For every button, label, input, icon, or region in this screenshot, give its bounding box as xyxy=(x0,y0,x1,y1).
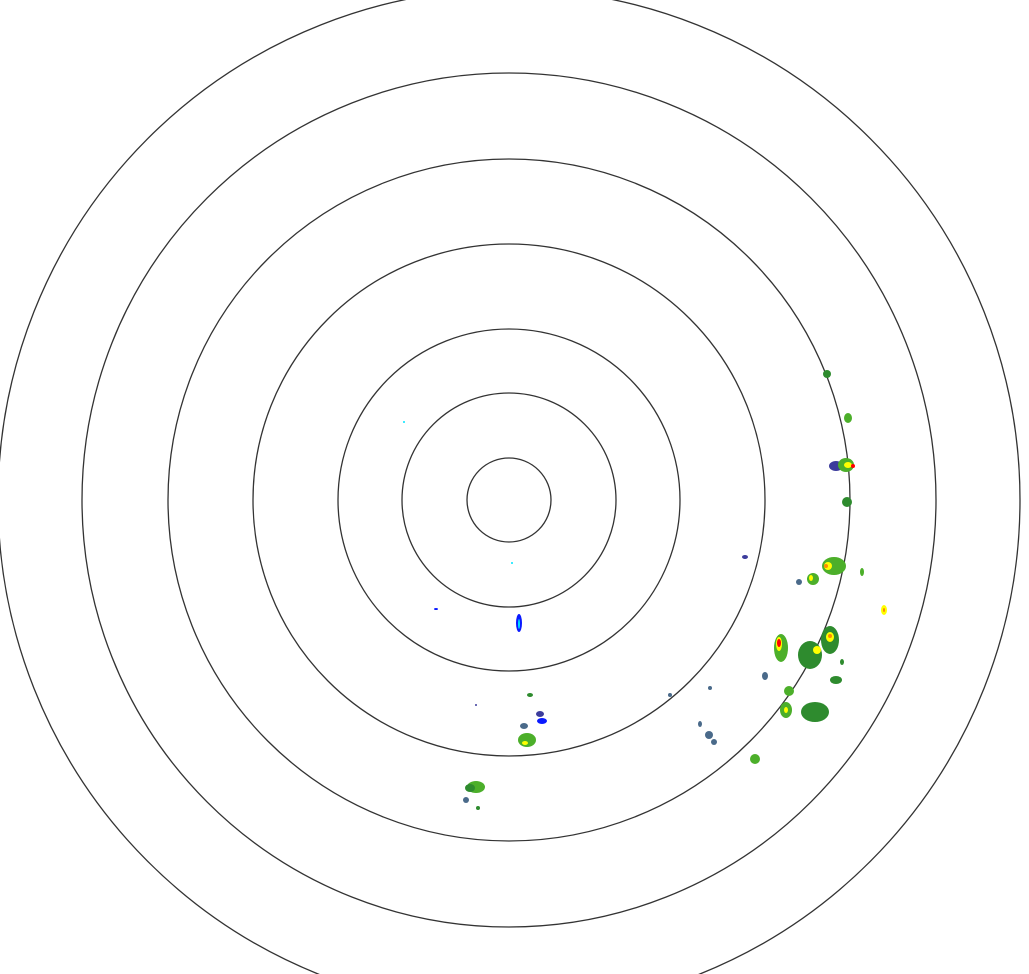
echo-cell xyxy=(844,462,852,468)
echo-cell xyxy=(522,741,528,745)
echo-cell xyxy=(711,739,717,745)
echo-cell xyxy=(434,608,438,610)
range-ring-4 xyxy=(252,243,766,757)
echo-cell xyxy=(708,686,712,690)
echo-cell xyxy=(784,686,794,696)
echo-cell xyxy=(520,723,528,729)
echo-cell xyxy=(762,672,768,680)
range-ring-5 xyxy=(167,158,851,842)
echo-cell xyxy=(807,573,819,585)
echo-cell xyxy=(842,497,852,507)
echo-cell xyxy=(463,797,469,803)
echo-cell xyxy=(476,806,480,810)
echo-cell xyxy=(796,579,802,585)
echo-cell xyxy=(750,754,760,764)
echo-cell xyxy=(798,641,822,669)
echo-cell xyxy=(830,676,842,684)
echo-cell xyxy=(824,564,828,568)
echo-cell xyxy=(851,464,855,468)
echo-cell xyxy=(742,555,748,559)
echo-cell xyxy=(784,707,788,713)
range-ring-3 xyxy=(337,328,681,672)
range-ring-2 xyxy=(401,392,617,608)
echo-cell xyxy=(705,731,713,739)
echo-cell xyxy=(518,619,520,629)
echo-cell xyxy=(536,711,544,717)
echo-cell xyxy=(822,557,846,575)
echo-cell xyxy=(475,704,477,706)
echo-cell xyxy=(801,702,829,722)
echo-cell xyxy=(828,634,832,638)
echo-cell xyxy=(883,608,885,612)
echo-cell xyxy=(465,784,475,792)
echo-cell xyxy=(860,568,864,576)
echo-cell xyxy=(809,575,813,581)
echo-cell xyxy=(511,562,513,564)
echo-cell xyxy=(527,693,533,697)
range-ring-1 xyxy=(466,457,552,543)
range-ring-6 xyxy=(81,72,937,928)
echo-cell xyxy=(518,733,536,747)
echo-cell xyxy=(777,639,781,647)
echo-cell xyxy=(844,413,852,423)
echo-cell xyxy=(823,370,831,378)
echo-cell xyxy=(698,721,702,727)
echo-cell xyxy=(537,718,547,724)
precipitation-echoes xyxy=(403,370,887,810)
echo-cell xyxy=(403,421,405,423)
echo-cell xyxy=(840,659,844,665)
echo-cell xyxy=(813,646,821,654)
echo-cell xyxy=(668,693,672,697)
